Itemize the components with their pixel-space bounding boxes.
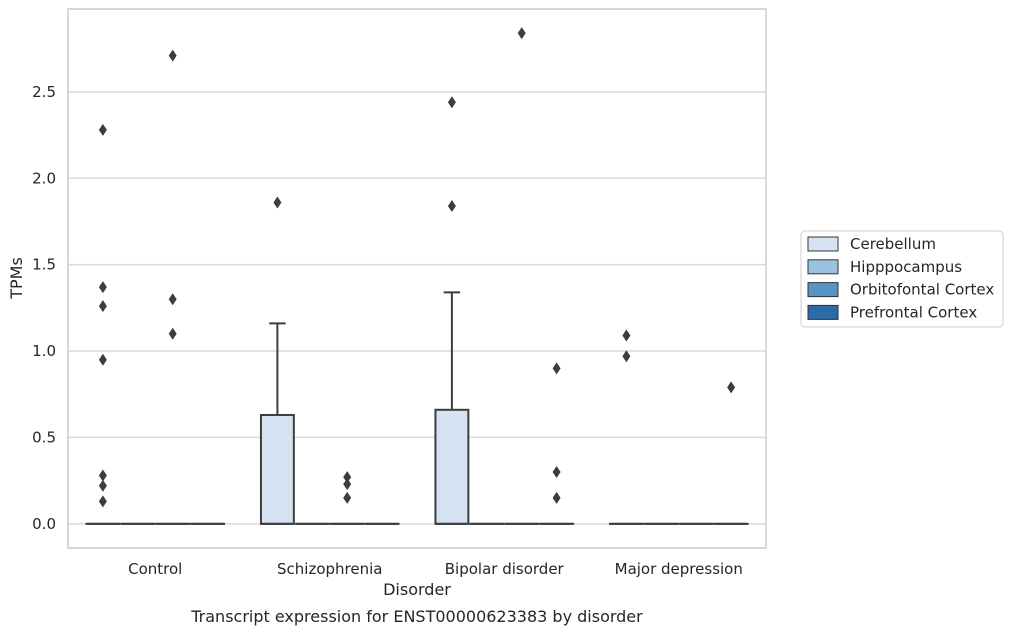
x-tick-label: Schizophrenia bbox=[277, 560, 382, 578]
outlier-point bbox=[343, 491, 352, 504]
outlier-point bbox=[622, 329, 631, 342]
legend-label: Cerebellum bbox=[850, 235, 936, 253]
outlier-point bbox=[98, 479, 107, 492]
legend-swatch bbox=[807, 282, 839, 298]
box bbox=[259, 413, 295, 525]
box bbox=[434, 408, 470, 525]
legend-frame bbox=[800, 230, 1004, 328]
legend-label: Prefrontal Cortex bbox=[850, 303, 977, 321]
outlier-point bbox=[552, 465, 561, 478]
outlier-point bbox=[168, 327, 177, 340]
outlier-point bbox=[343, 471, 352, 484]
legend-swatch bbox=[807, 236, 839, 252]
outlier-point bbox=[98, 469, 107, 482]
outlier-point bbox=[447, 199, 456, 212]
legend-label: Hipppocampus bbox=[850, 258, 962, 276]
outlier-point bbox=[447, 96, 456, 109]
outlier-point bbox=[552, 491, 561, 504]
outlier-point bbox=[273, 196, 282, 209]
x-tick-label: Control bbox=[128, 560, 182, 578]
legend-items: Cerebellum Hipppocampus Orbitofontal Corte… bbox=[807, 235, 994, 321]
y-tick-label: 2.5 bbox=[32, 83, 56, 101]
box-layer bbox=[85, 291, 749, 525]
outlier-point bbox=[98, 495, 107, 508]
outlier-point bbox=[727, 381, 736, 394]
outlier-point bbox=[168, 49, 177, 62]
outlier-point bbox=[517, 27, 526, 40]
y-tick-label: 0.0 bbox=[32, 515, 56, 533]
legend-swatch bbox=[807, 304, 839, 320]
outlier-point bbox=[98, 353, 107, 366]
outlier-layer bbox=[98, 27, 736, 508]
outlier-point bbox=[98, 281, 107, 294]
chart-caption: Transcript expression for ENST0000062338… bbox=[190, 607, 643, 626]
legend-swatch bbox=[807, 259, 839, 275]
legend-label: Orbitofontal Cortex bbox=[850, 281, 994, 299]
y-axis-ticks: 0.0 0.5 1.0 1.5 2.0 2.5 bbox=[32, 83, 56, 533]
legend: Cerebellum Hipppocampus Orbitofontal Corte… bbox=[800, 230, 1004, 328]
outlier-point bbox=[622, 350, 631, 363]
y-tick-label: 0.5 bbox=[32, 428, 56, 446]
y-axis-label: TPMs bbox=[7, 257, 26, 300]
outlier-point bbox=[98, 300, 107, 313]
outlier-point bbox=[552, 362, 561, 375]
x-tick-label: Bipolar disorder bbox=[445, 560, 565, 578]
x-tick-label: Major depression bbox=[615, 560, 743, 578]
y-tick-label: 1.5 bbox=[32, 256, 56, 274]
outlier-point bbox=[343, 478, 352, 491]
outlier-point bbox=[98, 123, 107, 136]
x-axis-ticks: Control Schizophrenia Bipolar disorder Majo… bbox=[128, 560, 743, 578]
y-tick-label: 2.0 bbox=[32, 169, 56, 187]
outlier-point bbox=[168, 293, 177, 306]
y-tick-label: 1.0 bbox=[32, 342, 56, 360]
plot-frame bbox=[67, 8, 767, 549]
x-axis-label: Disorder bbox=[383, 580, 451, 599]
